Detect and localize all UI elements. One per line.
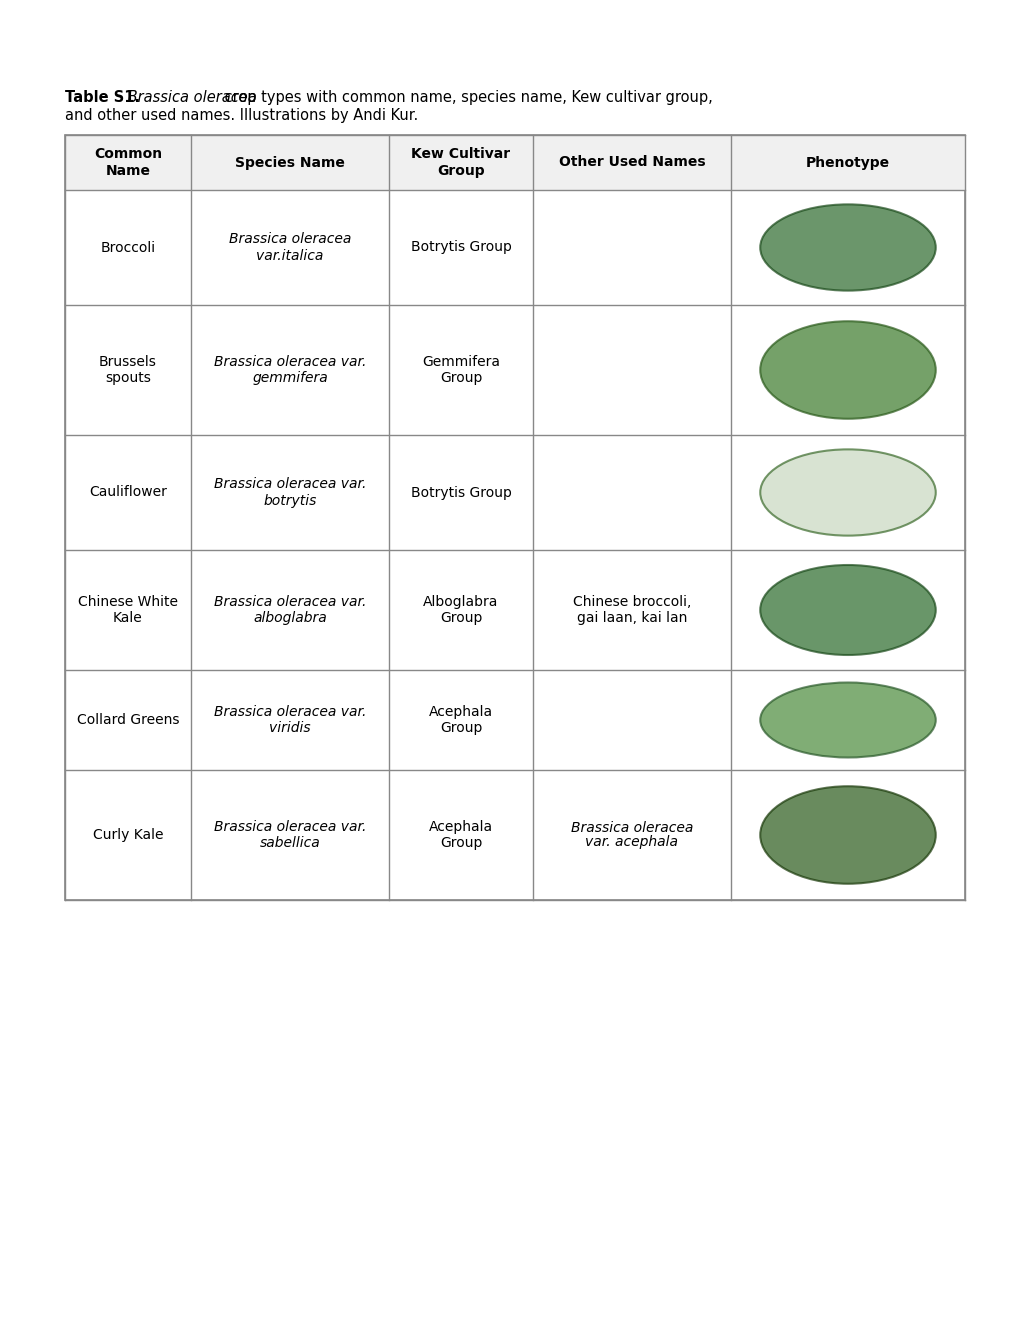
Text: Brassica oleracea
var.italica: Brassica oleracea var.italica [228, 232, 351, 263]
Text: Kew Cultivar
Group: Kew Cultivar Group [411, 148, 511, 178]
Text: Common
Name: Common Name [94, 148, 162, 178]
Text: Cauliflower: Cauliflower [89, 486, 167, 499]
Text: Brassica oleracea var.
sabellica: Brassica oleracea var. sabellica [214, 820, 366, 850]
Ellipse shape [759, 205, 934, 290]
Text: Botrytis Group: Botrytis Group [411, 240, 511, 255]
Text: Brassica oleracea var.
botrytis: Brassica oleracea var. botrytis [214, 478, 366, 508]
Text: var. acephala: var. acephala [585, 836, 678, 849]
Bar [65, 135, 964, 900]
Text: and other used names. Illustrations by Andi Kur.: and other used names. Illustrations by A… [65, 108, 418, 123]
Text: Chinese broccoli,
gai laan, kai lan: Chinese broccoli, gai laan, kai lan [573, 595, 691, 626]
Text: Other Used Names: Other Used Names [558, 156, 704, 169]
Text: Brassica oleracea: Brassica oleracea [123, 90, 257, 106]
Text: Botrytis Group: Botrytis Group [411, 486, 511, 499]
Text: Curly Kale: Curly Kale [93, 828, 163, 842]
Ellipse shape [759, 787, 934, 884]
Text: Brassica oleracea var.
viridis: Brassica oleracea var. viridis [214, 705, 366, 735]
Ellipse shape [759, 449, 934, 536]
Text: Brussels
spouts: Brussels spouts [99, 355, 157, 385]
Text: Brassica oleracea: Brassica oleracea [571, 821, 693, 836]
Text: Brassica oleracea var.
alboglabra: Brassica oleracea var. alboglabra [214, 595, 366, 626]
Ellipse shape [759, 321, 934, 418]
Text: Acephala
Group: Acephala Group [429, 820, 492, 850]
Text: crop types with common name, species name, Kew cultivar group,: crop types with common name, species nam… [220, 90, 712, 106]
Text: Table S1.: Table S1. [65, 90, 140, 106]
Text: Alboglabra
Group: Alboglabra Group [423, 595, 498, 626]
Text: Chinese White
Kale: Chinese White Kale [77, 595, 178, 626]
Text: Brassica oleracea var.
gemmifera: Brassica oleracea var. gemmifera [214, 355, 366, 385]
Ellipse shape [759, 565, 934, 655]
Text: Gemmifera
Group: Gemmifera Group [422, 355, 499, 385]
Bar [65, 135, 964, 190]
Ellipse shape [759, 682, 934, 758]
Text: Collard Greens: Collard Greens [76, 713, 179, 727]
Text: Species Name: Species Name [234, 156, 344, 169]
Text: Acephala
Group: Acephala Group [429, 705, 492, 735]
Text: Phenotype: Phenotype [805, 156, 890, 169]
Text: Broccoli: Broccoli [100, 240, 156, 255]
